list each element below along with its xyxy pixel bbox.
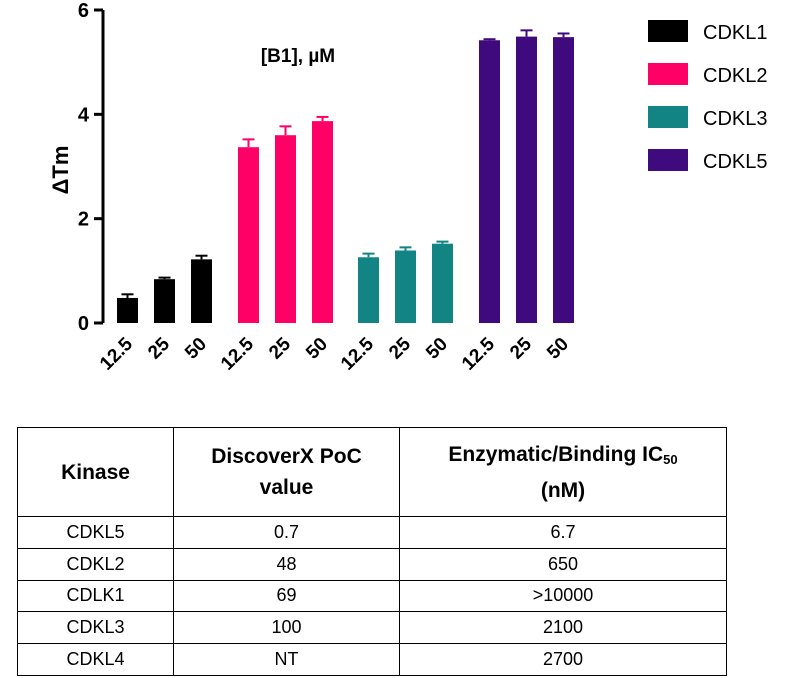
x-tick-label: 50 bbox=[422, 334, 452, 364]
x-tick-label: 25 bbox=[385, 333, 415, 363]
header-ic50-line2: (nM) bbox=[540, 478, 586, 502]
cell-kinase: CDKL5 bbox=[17, 516, 174, 549]
x-tick-label: 50 bbox=[181, 334, 211, 364]
legend-swatch-cdkl3 bbox=[648, 106, 688, 128]
header-poc: DiscoverX PoC value bbox=[173, 427, 400, 517]
bar-cdkl3-50 bbox=[432, 243, 453, 323]
table-row: CDKL5 0.7 6.7 bbox=[17, 516, 727, 549]
y-tick-label: 6 bbox=[78, 0, 89, 22]
chart-legend: CDKL1 CDKL2 CDKL3 CDKL5 bbox=[648, 20, 767, 173]
header-poc-line2: value bbox=[259, 476, 314, 499]
bar-cdkl1-25 bbox=[154, 279, 175, 323]
cell-ic50: 6.7 bbox=[399, 516, 727, 549]
chart-axes: 0 2 4 6 bbox=[78, 0, 105, 335]
cell-poc: 69 bbox=[173, 579, 400, 613]
legend-swatch-cdkl2 bbox=[648, 63, 688, 85]
cell-poc: 100 bbox=[173, 611, 400, 645]
x-tick-label: 50 bbox=[543, 334, 573, 364]
bar-cdkl5-50 bbox=[553, 37, 574, 323]
cell-kinase: CDKL4 bbox=[17, 643, 174, 676]
header-ic50-prefix: Enzymatic/Binding IC bbox=[448, 442, 664, 466]
cell-poc: 0.7 bbox=[173, 516, 400, 549]
x-tick-label: 25 bbox=[265, 333, 295, 363]
legend-label-cdkl3: CDKL3 bbox=[703, 108, 767, 130]
x-tick-label: 12.5 bbox=[217, 333, 258, 374]
header-ic50-subscript: 50 bbox=[663, 451, 678, 467]
cell-poc: NT bbox=[173, 643, 400, 676]
table-row: CDKL3 100 2100 bbox=[17, 611, 727, 645]
bar-cdkl2-50 bbox=[312, 121, 333, 324]
legend-label-cdkl5: CDKL5 bbox=[703, 151, 767, 173]
header-kinase-label: Kinase bbox=[61, 460, 130, 484]
header-ic50: Enzymatic/Binding IC50 (nM) bbox=[399, 427, 727, 517]
table-row: CDKL4 NT 2700 bbox=[17, 643, 727, 676]
cell-kinase: CDKL2 bbox=[17, 547, 174, 581]
bar-cdkl1-50 bbox=[191, 259, 212, 323]
cell-kinase: CDLK1 bbox=[17, 579, 174, 613]
header-kinase: Kinase bbox=[17, 427, 174, 517]
cell-ic50: >10000 bbox=[399, 579, 727, 613]
bar-cdkl5-25 bbox=[516, 36, 537, 323]
chart-bars bbox=[117, 29, 574, 324]
bar-cdkl1-12.5 bbox=[117, 297, 138, 323]
cell-ic50: 2100 bbox=[399, 611, 727, 645]
cell-ic50: 2700 bbox=[399, 643, 727, 676]
bar-cdkl2-12.5 bbox=[238, 147, 259, 323]
bar-cdkl2-25 bbox=[275, 135, 296, 323]
table-row: CDLK1 69 >10000 bbox=[17, 579, 727, 613]
y-tick-label: 0 bbox=[78, 313, 89, 335]
legend-label-cdkl1: CDKL1 bbox=[703, 22, 767, 44]
table-row: CDKL2 48 650 bbox=[17, 547, 727, 581]
cell-ic50: 650 bbox=[399, 547, 727, 581]
legend-label-cdkl2: CDKL2 bbox=[703, 65, 767, 87]
y-tick-label: 4 bbox=[78, 104, 90, 126]
cell-kinase: CDKL3 bbox=[17, 611, 174, 645]
x-tick-label: 12.5 bbox=[96, 333, 137, 374]
x-tick-labels: 12.5 25 50 12.5 25 50 12.5 25 50 12.5 25 50 bbox=[96, 333, 573, 374]
x-tick-label: 25 bbox=[506, 333, 536, 363]
cell-poc: 48 bbox=[173, 547, 400, 581]
x-tick-label: 50 bbox=[302, 334, 332, 364]
y-axis-label: ΔTm bbox=[48, 146, 73, 195]
x-tick-label: 12.5 bbox=[337, 333, 378, 374]
chart-title: [B1], µM bbox=[261, 46, 335, 67]
header-poc-line1: DiscoverX PoC bbox=[211, 445, 362, 468]
x-tick-label: 12.5 bbox=[458, 333, 499, 374]
bar-cdkl3-12.5 bbox=[358, 257, 379, 323]
legend-swatch-cdkl5 bbox=[648, 149, 688, 171]
legend-swatch-cdkl1 bbox=[648, 20, 688, 42]
bar-cdkl3-25 bbox=[395, 250, 416, 323]
kinase-table: Kinase DiscoverX PoC value Enzymatic/Bin… bbox=[17, 427, 727, 676]
bar-cdkl5-12.5 bbox=[479, 40, 500, 324]
table-header-row: Kinase DiscoverX PoC value Enzymatic/Bin… bbox=[17, 427, 727, 517]
x-tick-label: 25 bbox=[144, 333, 174, 363]
y-tick-label: 2 bbox=[78, 209, 89, 231]
